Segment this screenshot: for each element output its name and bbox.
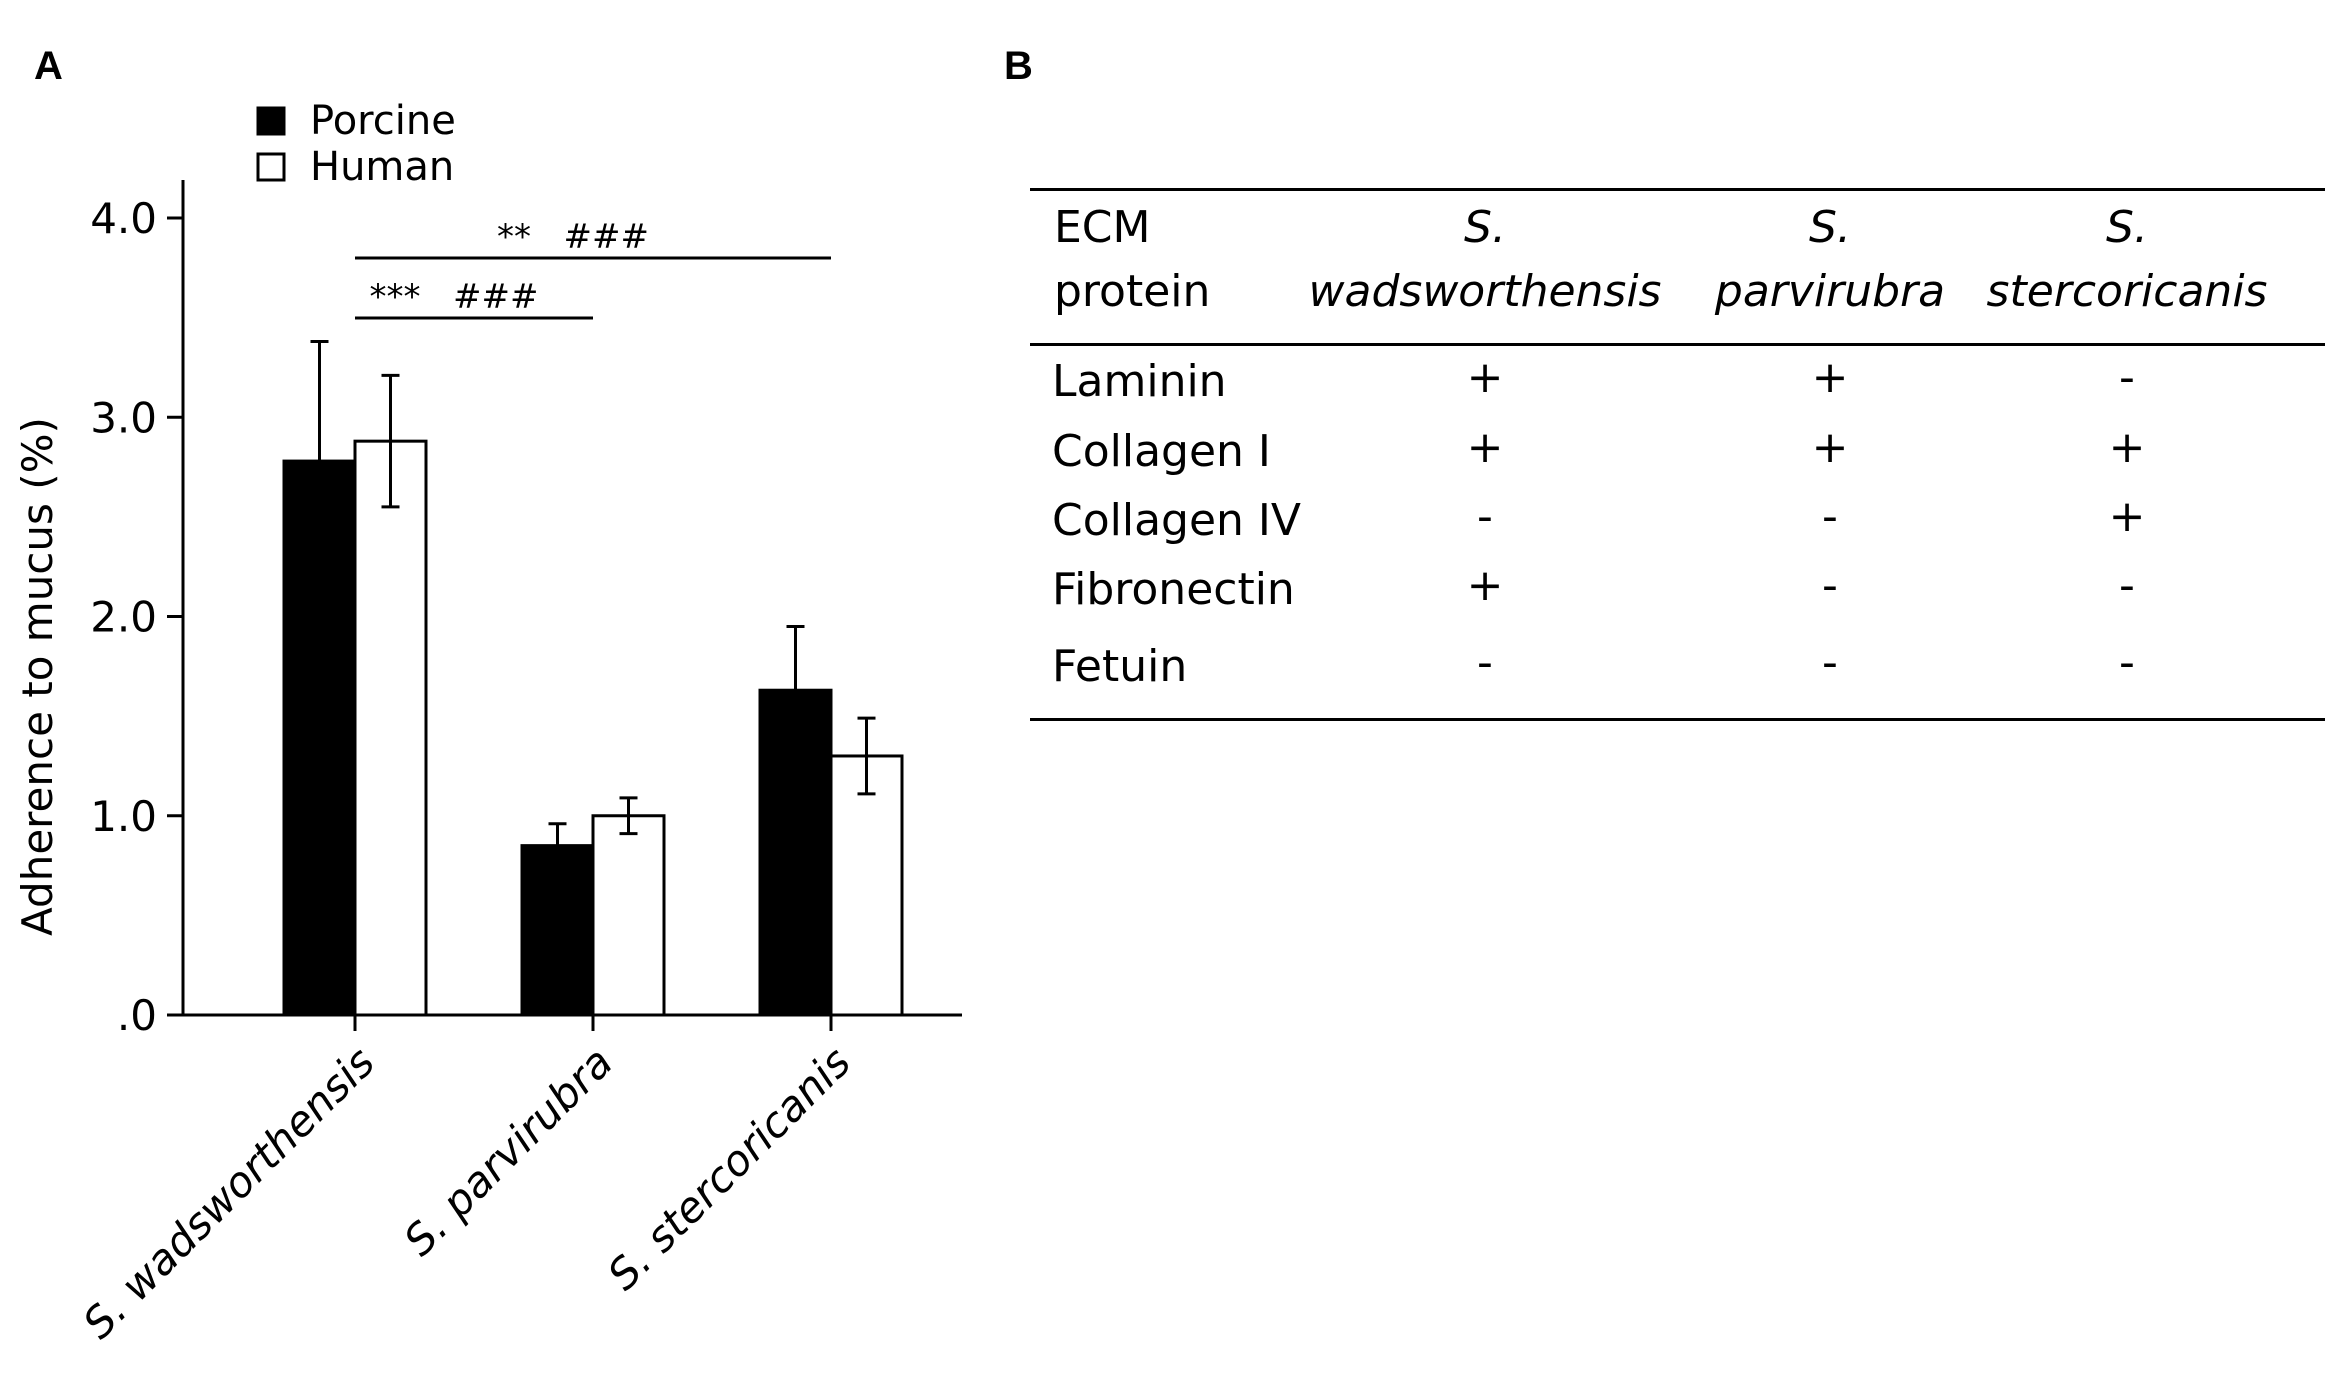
y-tick-label-4: 4.0 [90, 194, 157, 243]
table-row-0-value-1: + [1811, 352, 1849, 403]
bar-porcine-1 [520, 844, 595, 1017]
table-row-1-value-1: + [1811, 422, 1849, 473]
bar-human-0 [353, 439, 428, 1017]
legend-swatch-porcine [256, 106, 286, 136]
legend-label-porcine: Porcine [310, 98, 456, 144]
table-row-4-value-0: - [1477, 637, 1493, 688]
table-row-1-value-2: + [2108, 422, 2146, 473]
table-row-2-value-2: + [2108, 491, 2146, 542]
header-col-2-line2: parvirubra [1714, 266, 1946, 317]
table-top-rule [1030, 188, 2325, 191]
bar-porcine-0 [282, 459, 357, 1017]
x-tick-label-1: S. parvirubra [394, 1037, 622, 1265]
table-row-4-value-1: - [1822, 637, 1838, 688]
header-protein-line2: protein [1054, 266, 1211, 317]
bar-human-1 [591, 814, 666, 1017]
header-col-1-line1: S. [1464, 202, 1506, 253]
y-tick-label-2: 2.0 [90, 593, 157, 642]
table-row-3-value-1: - [1822, 560, 1838, 611]
y-tick-label-0: .0 [117, 991, 157, 1040]
table-row-0-protein: Laminin [1052, 356, 1227, 407]
table-row-1-protein: Collagen I [1052, 426, 1271, 477]
legend-label-human: Human [310, 144, 454, 190]
table-row-4-protein: Fetuin [1052, 641, 1188, 692]
significance-label-0: *** ### [370, 277, 539, 317]
y-axis-label: Adherence to mucus (%) [13, 417, 62, 936]
table-row-0-value-2: - [2119, 352, 2135, 403]
bar-chart: .0 1.0 2.0 3.0 4.0 Adherence to mucus (%) S. w… [13, 98, 962, 1348]
table-row-3-protein: Fibronectin [1052, 564, 1295, 615]
table-row-2-value-0: - [1477, 491, 1493, 542]
y-tick-label-1: 1.0 [90, 792, 157, 841]
header-col-3-line1: S. [2106, 202, 2148, 253]
table-header-rule [1030, 343, 2325, 346]
header-protein-line1: ECM [1054, 202, 1151, 253]
y-tick-label-3: 3.0 [90, 393, 157, 442]
table-bottom-rule [1030, 718, 2325, 721]
table-row-1-value-0: + [1466, 422, 1504, 473]
panel-label-b: B [1004, 44, 1033, 88]
table-row-4-value-2: - [2119, 637, 2135, 688]
header-col-3-line2: stercoricanis [1986, 266, 2268, 317]
header-col-1-line2: wadsworthensis [1308, 266, 1662, 317]
table-row-3-value-0: + [1466, 560, 1504, 611]
panel-label-a: A [34, 44, 63, 88]
x-tick-label-2: S. stercoricanis [598, 1037, 860, 1299]
header-col-2-line1: S. [1809, 202, 1851, 253]
bar-human-2 [829, 754, 904, 1017]
significance-label-1: ** ### [497, 217, 649, 257]
bar-porcine-2 [758, 688, 833, 1017]
legend-swatch-human [256, 152, 286, 182]
x-tick-label-0: S. wadsworthensis [73, 1037, 384, 1348]
table-row-2-protein: Collagen IV [1052, 495, 1302, 546]
table-row-2-value-1: - [1822, 491, 1838, 542]
table-row-0-value-0: + [1466, 352, 1504, 403]
table-row-3-value-2: - [2119, 560, 2135, 611]
